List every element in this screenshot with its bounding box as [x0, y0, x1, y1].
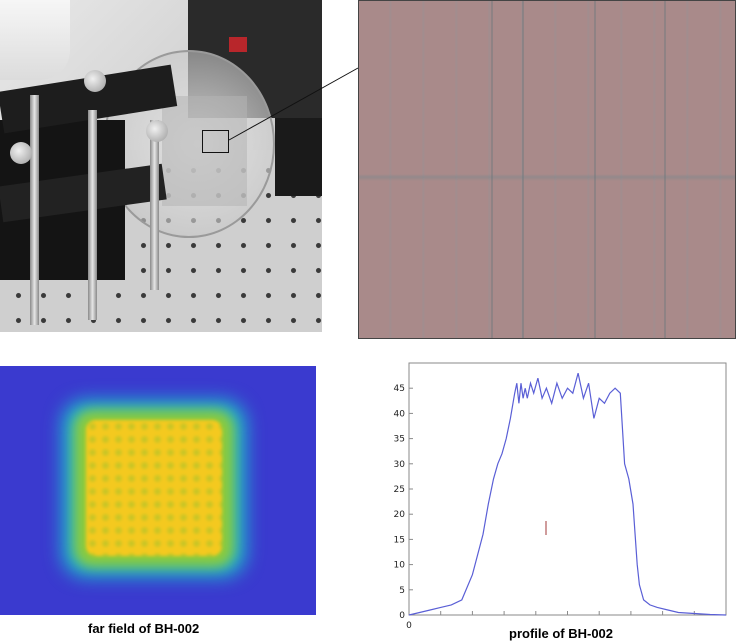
y-tick-label: 30 [394, 460, 406, 470]
y-tick-label: 15 [394, 535, 405, 545]
surface-line [664, 1, 666, 338]
y-axis: 0 5 10 15 20 25 30 35 40 45 [394, 384, 413, 621]
zoom-region-box [202, 130, 229, 153]
profile-plot: 0 5 10 15 20 25 30 35 40 45 0 [354, 355, 736, 643]
right-mount [275, 118, 322, 196]
post-rod-right [150, 120, 159, 290]
adjust-knob-top [84, 70, 106, 92]
far-field-heatmap [0, 366, 316, 615]
profile-caption: profile of BH-002 [509, 626, 614, 641]
post-rod-left [30, 95, 39, 325]
x-axis: 0 [406, 611, 695, 631]
y-tick-label: 40 [394, 409, 406, 419]
y-tick-label: 20 [394, 510, 406, 520]
profile-series-line [408, 372, 727, 616]
surface-line [491, 1, 493, 338]
plot-frame [408, 362, 727, 616]
y-tick-label: 45 [394, 384, 405, 394]
heatmap-core [86, 420, 222, 556]
post-rod-middle [88, 110, 97, 320]
microscope-image [358, 0, 736, 339]
surface-line [594, 1, 596, 338]
y-tick-label: 10 [394, 561, 406, 571]
y-tick-label: 0 [399, 611, 405, 621]
setup-photo [0, 0, 322, 332]
y-tick-label: 35 [394, 435, 405, 445]
lab-coat-region [0, 0, 70, 80]
red-indicator [229, 37, 247, 52]
adjust-knob-left [10, 142, 32, 164]
y-tick-label: 25 [394, 485, 405, 495]
x-tick-label: 0 [406, 621, 412, 631]
surface-line [522, 1, 524, 338]
adjust-knob-right [146, 120, 168, 142]
y-tick-label: 5 [399, 586, 405, 596]
far-field-caption: far field of BH-002 [88, 621, 200, 636]
profile-chart: 0 5 10 15 20 25 30 35 40 45 0 [394, 362, 727, 631]
